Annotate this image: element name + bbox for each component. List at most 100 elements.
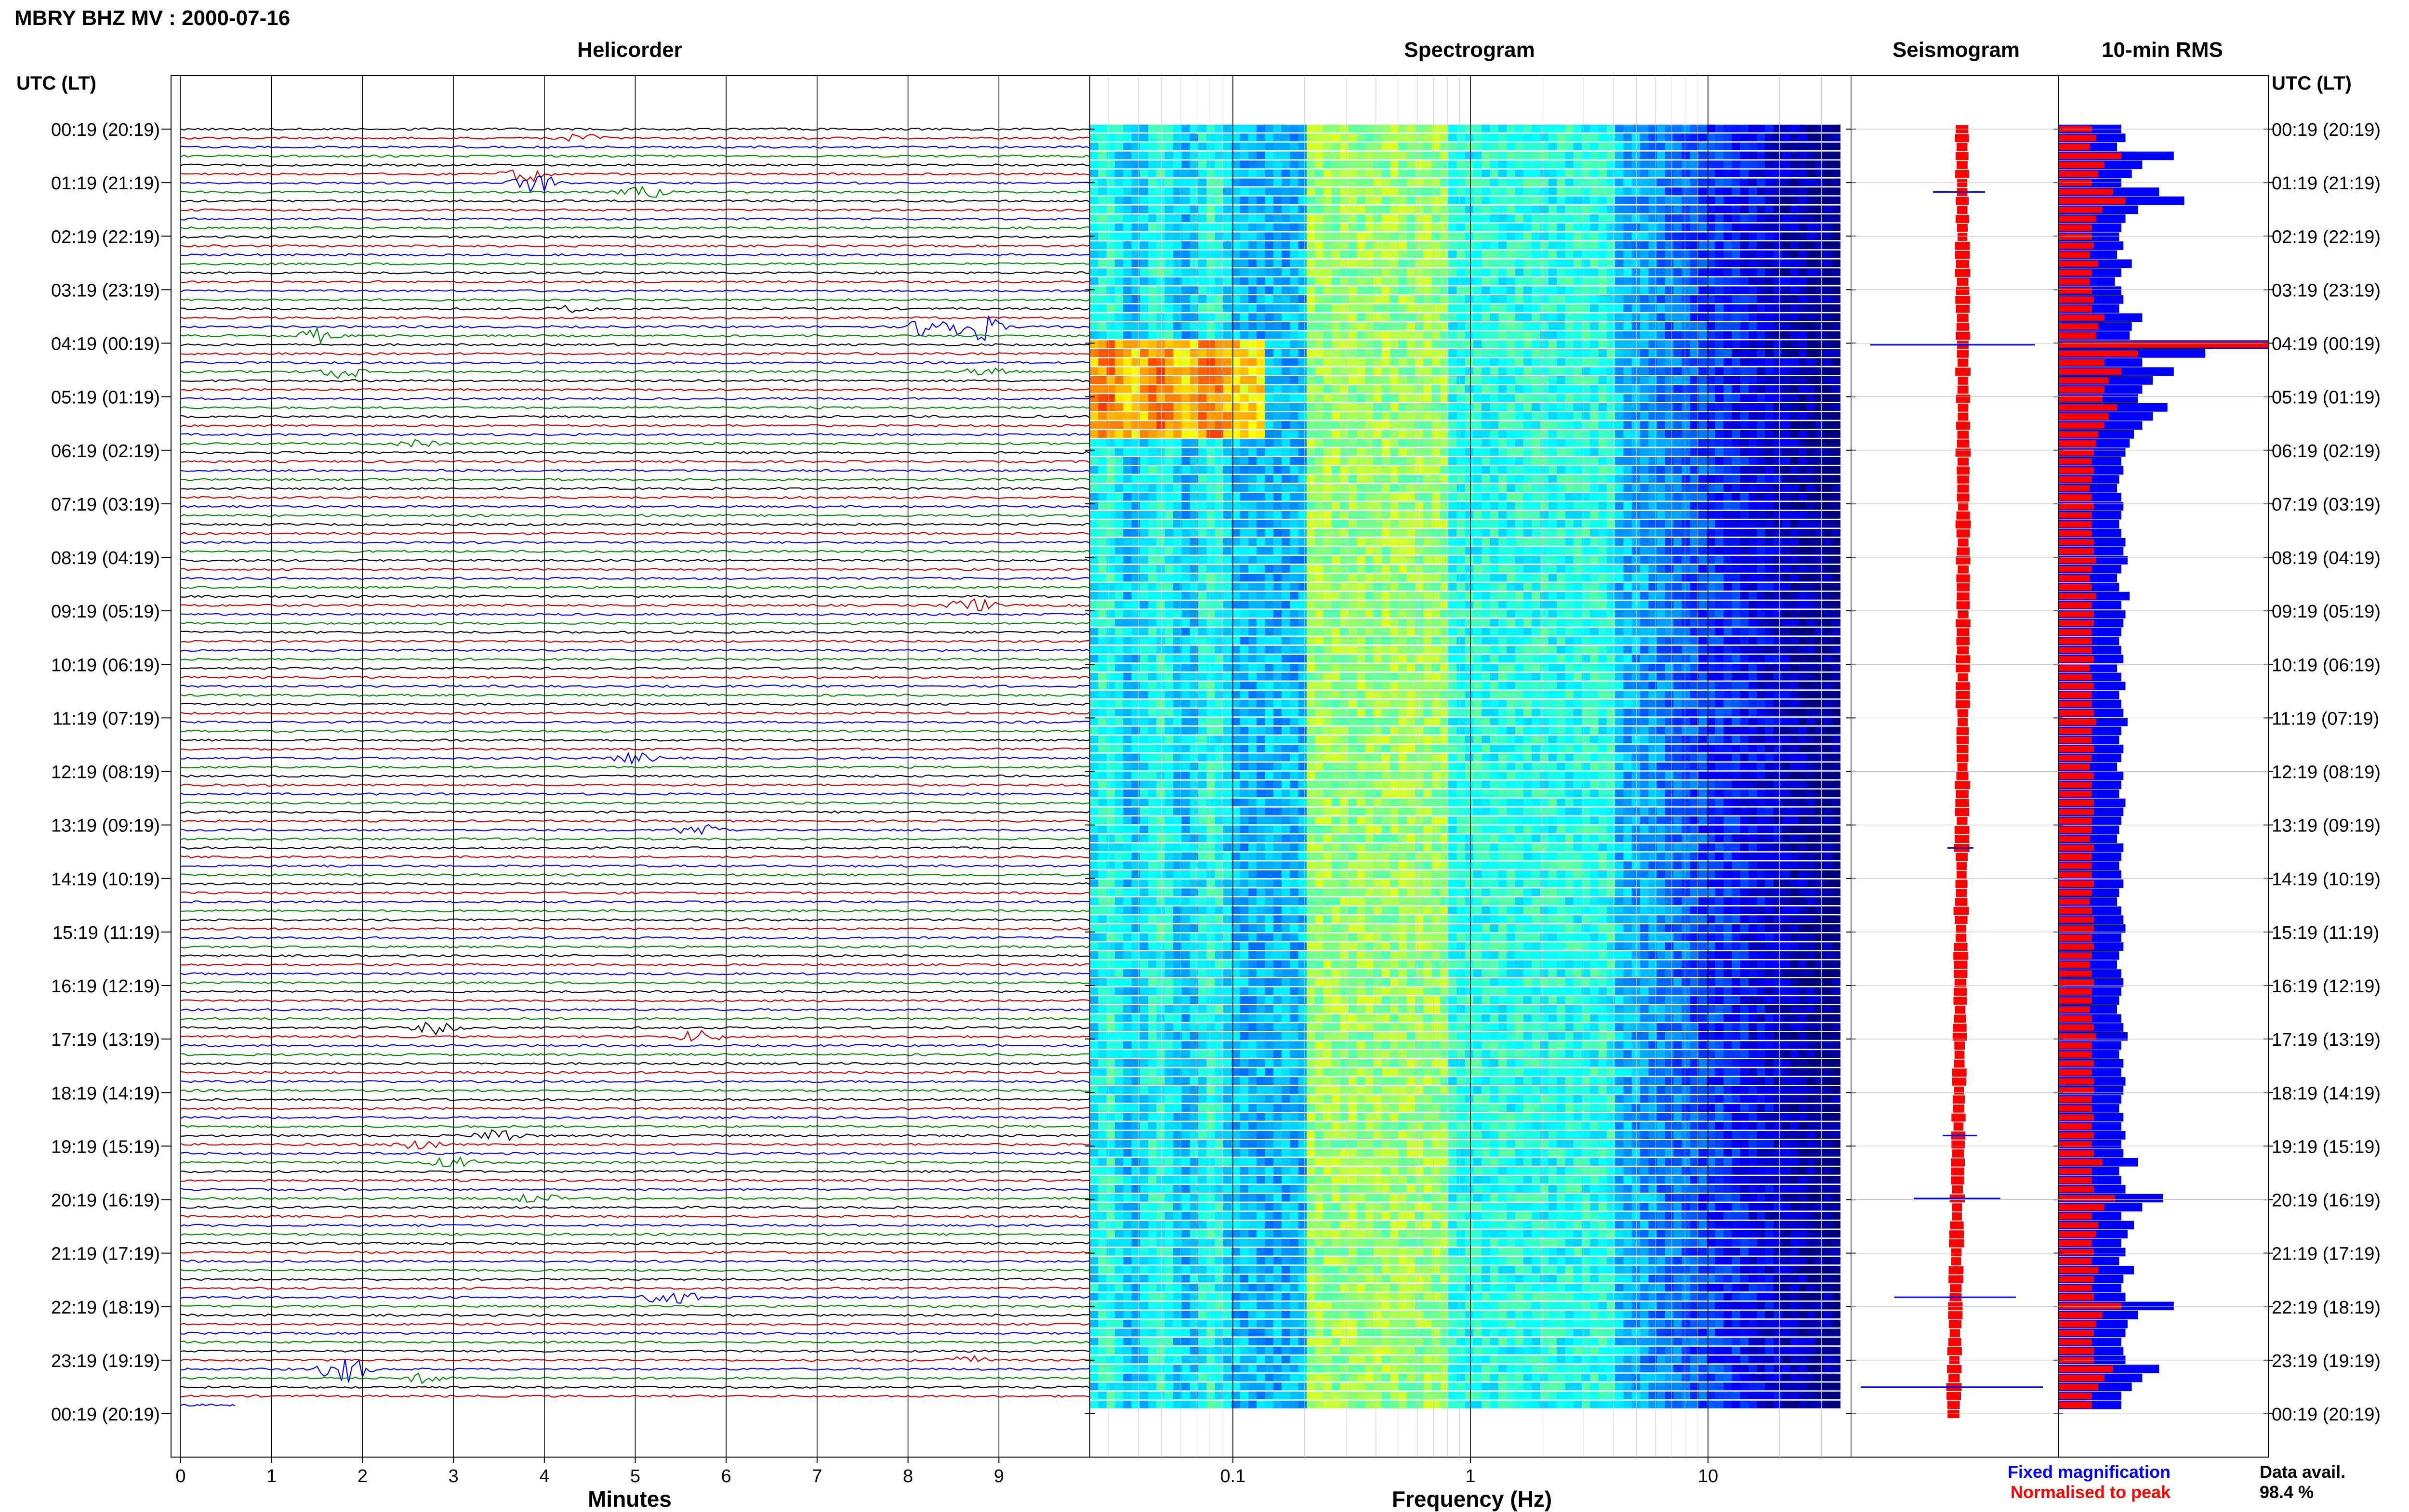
spectrogram-cell — [1631, 214, 1641, 223]
spectrogram-cell — [1673, 277, 1682, 285]
spectrogram-cell — [1231, 547, 1241, 555]
spectrogram-cell — [1265, 502, 1274, 510]
spectrogram-cell — [1732, 565, 1741, 573]
spectrogram-cell — [1398, 187, 1407, 196]
spectrogram-cell — [1590, 601, 1599, 609]
spectrogram-cell — [1181, 439, 1191, 447]
spectrogram-cell — [1648, 430, 1657, 438]
spectrogram-cell — [1774, 502, 1782, 510]
spectrogram-cell — [1832, 223, 1840, 231]
spectrogram-cell — [1390, 295, 1399, 303]
spectrogram-cell — [1273, 151, 1282, 159]
spectrogram-cell — [1482, 187, 1491, 196]
spectrogram-cell — [1740, 169, 1749, 177]
spectrogram-cell — [1757, 511, 1766, 519]
spectrogram-cell — [1631, 277, 1641, 285]
spectrogram-cell — [1265, 403, 1274, 411]
spectrogram-cell — [1282, 367, 1290, 375]
spectrogram-cell — [1507, 304, 1516, 312]
spectrogram-cell — [1565, 493, 1574, 501]
spectrogram-cell — [1540, 322, 1549, 330]
spectrogram-cell — [1798, 448, 1807, 456]
spectrogram-cell — [1381, 592, 1390, 600]
spectrogram-cell — [1590, 394, 1599, 402]
spectrogram-cell — [1406, 295, 1416, 303]
spectrogram-cell — [1090, 160, 1099, 169]
spectrogram-cell — [1673, 484, 1682, 492]
spectrogram-cell — [1165, 205, 1174, 213]
spectrogram-cell — [1190, 331, 1199, 339]
spectrogram-cell — [1798, 385, 1807, 393]
spectrogram-cell — [1648, 133, 1657, 142]
spectrogram-cell — [1473, 403, 1482, 411]
spectrogram-cell — [1740, 304, 1749, 312]
spectrogram-cell — [1198, 214, 1207, 223]
spectrogram-cell — [1640, 241, 1649, 250]
spectrogram-cell — [1823, 358, 1832, 366]
spectrogram-cell — [1148, 187, 1157, 196]
spectrogram-cell — [1681, 538, 1691, 546]
spectrogram-cell — [1198, 205, 1207, 213]
spectrogram-cell — [1815, 286, 1824, 294]
spectrogram-cell — [1231, 169, 1241, 177]
spectrogram-cell — [1698, 412, 1707, 420]
spectrogram-cell — [1298, 430, 1307, 438]
spectrogram-cell — [1698, 583, 1707, 591]
spectrogram-cell — [1465, 592, 1474, 600]
spectrogram-cell — [1381, 205, 1390, 213]
spectrogram-cell — [1707, 250, 1716, 258]
spectrogram-cell — [1707, 295, 1716, 303]
spectrogram-cell — [1148, 196, 1157, 204]
spectrogram-cell — [1406, 394, 1416, 402]
spectrogram-cell — [1290, 448, 1299, 456]
spectrogram-cell — [1190, 268, 1199, 276]
spectrogram-cell — [1273, 286, 1282, 294]
spectrogram-cell — [1640, 583, 1649, 591]
spectrogram-cell — [1515, 466, 1524, 474]
spectrogram-cell — [1507, 556, 1516, 564]
spectrogram-cell — [1698, 313, 1707, 321]
spectrogram-cell — [1206, 618, 1216, 627]
spectrogram-cell — [1165, 169, 1174, 177]
spectrogram-cell — [1165, 475, 1174, 483]
spectrogram-cell — [1190, 313, 1199, 321]
spectrogram-cell — [1265, 565, 1274, 573]
spectrogram-cell — [1656, 340, 1666, 348]
spectrogram-cell — [1265, 511, 1274, 519]
spectrogram-cell — [1832, 268, 1840, 276]
spectrogram-cell — [1707, 484, 1716, 492]
spectrogram-cell — [1565, 448, 1574, 456]
spectrogram-cell — [1356, 583, 1365, 591]
spectrogram-cell — [1582, 169, 1590, 177]
spectrogram-cell — [1507, 385, 1516, 393]
spectrogram-cell — [1732, 331, 1741, 339]
spectrogram-cell — [1815, 313, 1824, 321]
spectrogram-cell — [1240, 466, 1249, 474]
spectrogram-cell — [1398, 502, 1407, 510]
spectrogram-cell — [1340, 493, 1349, 501]
spectrogram-cell — [1390, 394, 1399, 402]
spectrogram-cell — [1340, 448, 1349, 456]
spectrogram-cell — [1390, 367, 1399, 375]
spectrogram-cell — [1206, 196, 1216, 204]
spectrogram-cell — [1631, 601, 1641, 609]
spectrogram-cell — [1507, 565, 1516, 573]
spectrogram-cell — [1590, 331, 1599, 339]
spectrogram-cell — [1765, 529, 1774, 537]
spectrogram-cell — [1523, 430, 1532, 438]
spectrogram-cell — [1390, 574, 1399, 582]
spectrogram-cell — [1606, 214, 1615, 223]
spectrogram-cell — [1798, 403, 1807, 411]
spectrogram-cell — [1298, 160, 1307, 169]
spectrogram-cell — [1273, 538, 1282, 546]
spectrogram-cell — [1423, 250, 1432, 258]
spectrogram-cell — [1415, 151, 1424, 159]
spectrogram-cell — [1606, 601, 1615, 609]
spectrogram-cell — [1431, 520, 1441, 528]
spectrogram-cell — [1181, 214, 1191, 223]
spectrogram-cell — [1656, 610, 1666, 618]
spectrogram-cell — [1507, 601, 1516, 609]
spectrogram-cell — [1523, 367, 1532, 375]
spectrogram-cell — [1240, 232, 1249, 240]
spectrogram-cell — [1723, 358, 1733, 366]
